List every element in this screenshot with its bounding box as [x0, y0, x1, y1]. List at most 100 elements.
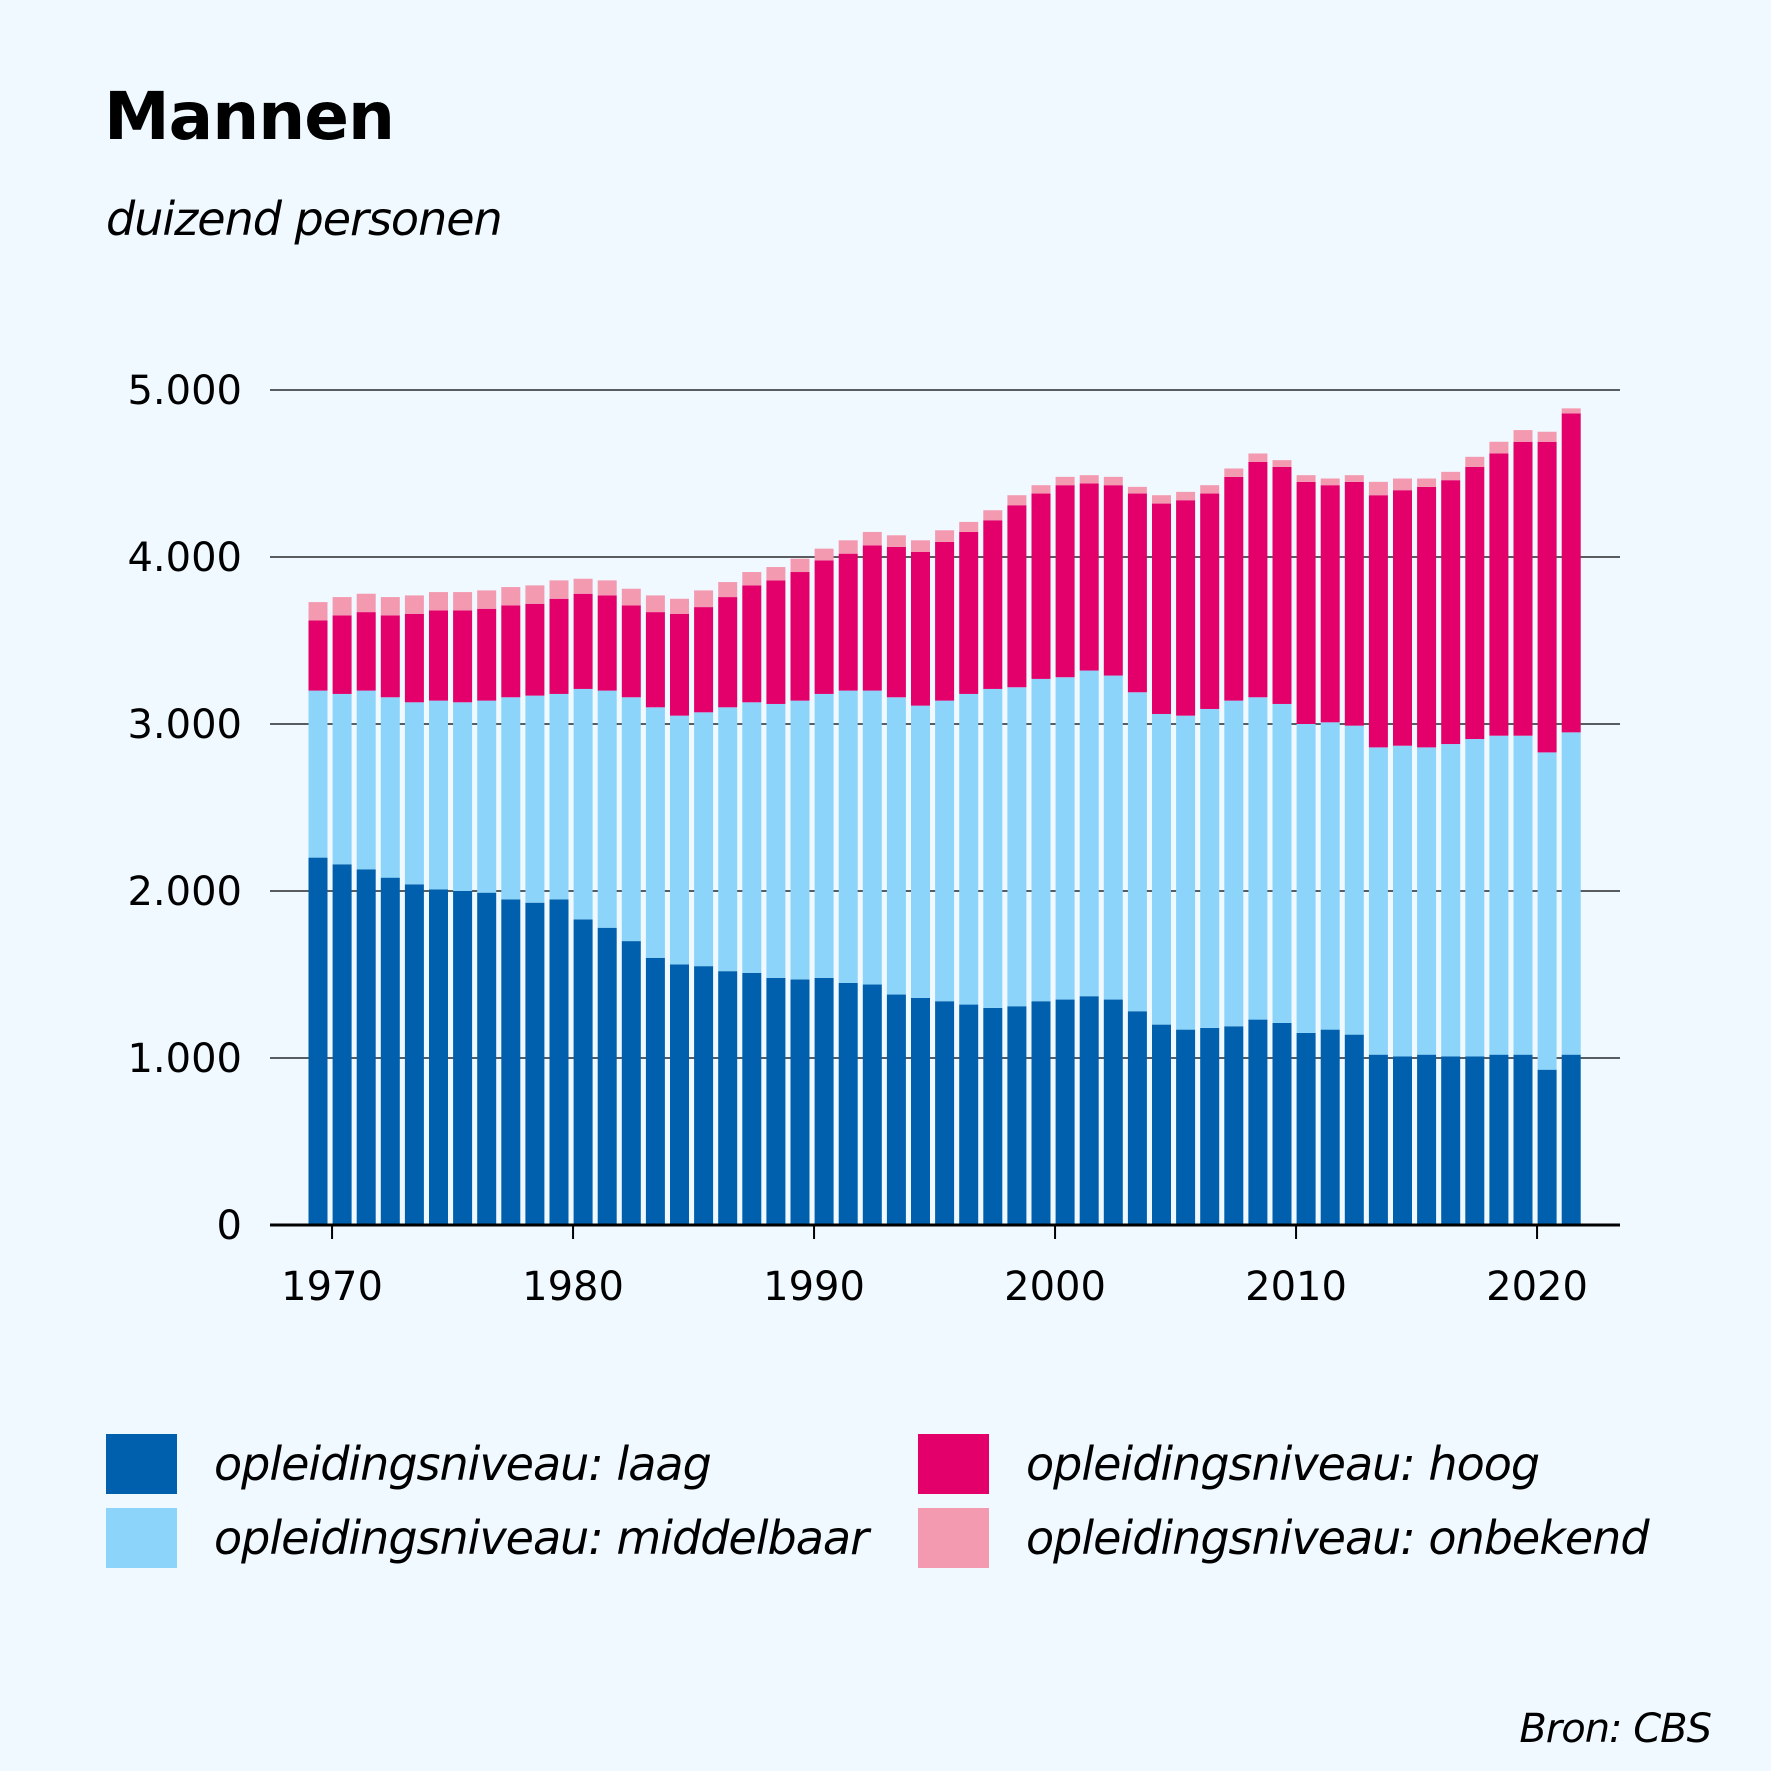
bar-middelbaar-2013 [1368, 747, 1388, 1055]
bar-onbekend-1991 [838, 540, 858, 554]
bar-laag-1988 [766, 977, 786, 1225]
bar-onbekend-1988 [766, 567, 786, 581]
bar-onbekend-1997 [983, 510, 1003, 521]
y-tick-label: 3.000 [127, 702, 242, 748]
bar-laag-1973 [404, 884, 424, 1225]
bar-onbekend-1995 [935, 530, 955, 542]
bar-onbekend-1972 [380, 597, 400, 616]
bar-hoog-1980 [573, 593, 593, 689]
bar-middelbaar-2020 [1537, 752, 1557, 1070]
x-tick-label: 1990 [763, 1264, 865, 1310]
bar-onbekend-2009 [1272, 460, 1292, 467]
bar-onbekend-2001 [1079, 475, 1099, 484]
bar-onbekend-2021 [1561, 408, 1581, 414]
bars [308, 408, 1581, 1225]
bar-onbekend-2005 [1176, 491, 1196, 501]
bar-onbekend-2008 [1248, 453, 1268, 462]
bar-laag-2017 [1465, 1056, 1485, 1225]
bar-hoog-2003 [1127, 493, 1147, 693]
bar-middelbaar-1988 [766, 703, 786, 978]
bar-hoog-2012 [1344, 481, 1364, 726]
bar-laag-1977 [501, 899, 521, 1225]
bar-onbekend-2010 [1296, 475, 1316, 482]
bar-middelbaar-1989 [790, 700, 810, 980]
bar-hoog-2007 [1224, 476, 1244, 701]
bar-middelbaar-1985 [694, 712, 714, 967]
bar-middelbaar-1973 [404, 702, 424, 885]
bar-laag-1976 [477, 892, 497, 1225]
bar-laag-2016 [1441, 1056, 1461, 1225]
x-tick-labels: 1970 1980 1990 2000 2010 2020 [281, 1264, 1588, 1310]
bar-onbekend-2012 [1344, 475, 1364, 482]
bar-onbekend-1998 [1007, 495, 1027, 506]
x-tick-label: 1970 [281, 1264, 383, 1310]
bar-laag-1987 [742, 972, 762, 1225]
bar-middelbaar-2005 [1176, 715, 1196, 1030]
y-tick-label: 0 [217, 1203, 242, 1249]
chart-title: Mannen [104, 78, 395, 155]
bar-laag-1980 [573, 919, 593, 1225]
bar-laag-1993 [886, 994, 906, 1225]
bar-middelbaar-1980 [573, 688, 593, 920]
bar-laag-1970 [332, 864, 352, 1225]
bar-middelbaar-2010 [1296, 724, 1316, 1033]
bar-middelbaar-2016 [1441, 744, 1461, 1057]
bar-laag-2014 [1393, 1056, 1412, 1225]
bar-laag-2015 [1417, 1054, 1437, 1225]
bar-middelbaar-2014 [1393, 745, 1412, 1057]
bar-hoog-2019 [1513, 441, 1533, 736]
bar-onbekend-1975 [453, 592, 473, 611]
bar-middelbaar-2018 [1489, 735, 1509, 1055]
bar-hoog-1977 [501, 605, 521, 698]
bar-laag-2005 [1176, 1029, 1196, 1225]
bar-middelbaar-1990 [814, 693, 834, 978]
bar-hoog-1975 [453, 610, 473, 703]
bar-laag-2006 [1200, 1027, 1220, 1225]
bar-laag-2009 [1272, 1022, 1292, 1225]
bar-middelbaar-2012 [1344, 725, 1364, 1035]
bar-onbekend-2002 [1103, 476, 1123, 486]
bar-hoog-2015 [1417, 486, 1437, 748]
x-tick-label: 2000 [1004, 1264, 1106, 1310]
bar-laag-1998 [1007, 1006, 1027, 1225]
bar-hoog-1971 [356, 612, 376, 691]
bar-hoog-2004 [1152, 503, 1171, 714]
y-tick-label: 5.000 [127, 368, 242, 414]
bar-onbekend-2003 [1127, 486, 1147, 494]
bar-onbekend-1977 [501, 587, 521, 606]
bar-onbekend-1970 [332, 597, 352, 616]
bar-middelbaar-1987 [742, 702, 762, 973]
bar-middelbaar-1991 [838, 690, 858, 983]
bar-hoog-2000 [1055, 485, 1075, 678]
bar-onbekend-2019 [1513, 430, 1533, 442]
bar-laag-2008 [1248, 1019, 1268, 1225]
bar-hoog-1973 [404, 613, 424, 703]
bar-hoog-2013 [1368, 495, 1388, 748]
bar-laag-1972 [380, 877, 400, 1225]
bar-middelbaar-1970 [332, 693, 352, 865]
bar-middelbaar-1975 [453, 702, 473, 891]
bar-onbekend-1986 [718, 582, 738, 598]
bar-hoog-2011 [1320, 485, 1340, 723]
bar-middelbaar-1994 [911, 705, 930, 998]
bar-middelbaar-1983 [645, 707, 665, 958]
bar-middelbaar-1999 [1031, 678, 1051, 1002]
bar-onbekend-1994 [911, 540, 930, 552]
bar-middelbaar-1984 [670, 715, 689, 965]
bar-hoog-2006 [1200, 493, 1220, 709]
bar-onbekend-1985 [694, 590, 714, 608]
bar-hoog-1989 [790, 572, 810, 701]
x-tick-label: 2010 [1245, 1264, 1347, 1310]
bar-hoog-2005 [1176, 500, 1196, 716]
bar-middelbaar-1998 [1007, 687, 1027, 1007]
bar-hoog-2009 [1272, 466, 1292, 704]
bar-laag-2007 [1224, 1026, 1244, 1225]
bar-laag-2012 [1344, 1034, 1364, 1225]
bar-onbekend-1969 [308, 602, 328, 621]
bar-laag-1996 [959, 1004, 979, 1225]
bar-middelbaar-1969 [308, 690, 328, 858]
bar-hoog-2010 [1296, 481, 1316, 724]
bar-hoog-2002 [1103, 485, 1123, 676]
bar-middelbaar-1995 [935, 700, 955, 1002]
